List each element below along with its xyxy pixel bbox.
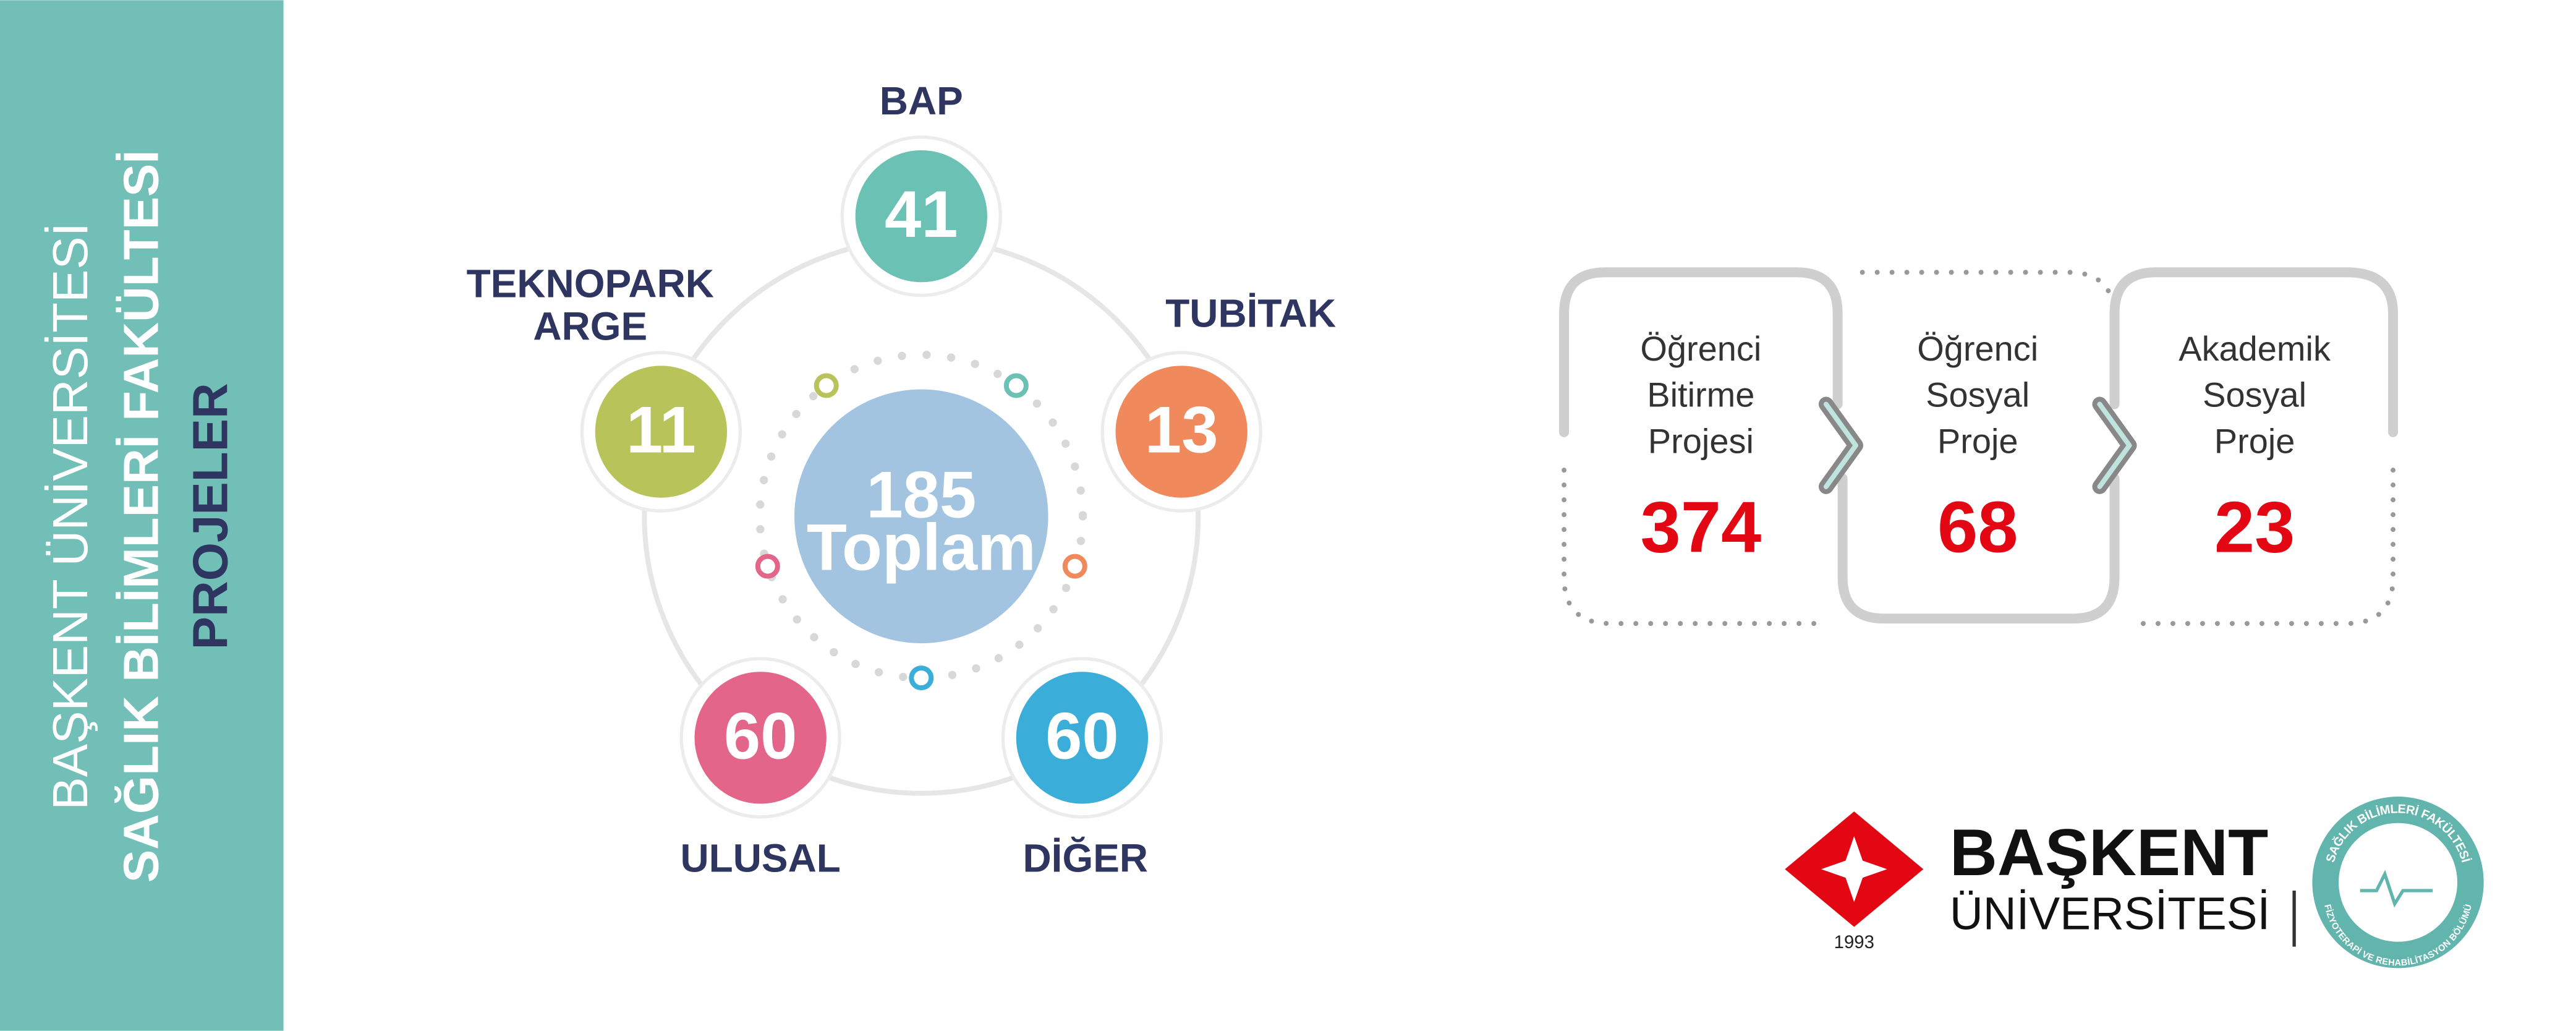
- accent-dot: [814, 373, 839, 398]
- dotted-ring: [755, 350, 1087, 682]
- node-value: 13: [1145, 393, 1218, 467]
- node-label: DİĞER: [1022, 836, 1148, 881]
- accent-dot: [1062, 554, 1087, 579]
- logo-star: [1821, 836, 1887, 902]
- panel-label: Bitirme: [1647, 375, 1754, 414]
- badge-icon: [2360, 870, 2433, 908]
- accent-dot: [1003, 373, 1029, 398]
- node-label: BAP: [880, 79, 963, 123]
- node-value: 60: [724, 698, 797, 772]
- sidebar-line: SAĞLIK BİLİMLERİ FAKÜLTESİ: [114, 150, 169, 883]
- total-circle: [794, 389, 1048, 644]
- node-value: 11: [626, 393, 696, 467]
- panel-label: Projesi: [1648, 421, 1754, 460]
- node-circle: [855, 150, 987, 283]
- panels: [1559, 267, 2399, 627]
- logo-name: BAŞKENT: [1950, 815, 2268, 889]
- total-label: Toplam: [807, 510, 1036, 584]
- node-circle: [1016, 672, 1149, 804]
- node-value: 60: [1045, 698, 1119, 772]
- sidebar-line: BAŞKENT ÜNİVERSİTESİ: [43, 223, 98, 810]
- sidebar-line: PROJELER: [183, 383, 238, 649]
- node-circle: [694, 672, 827, 804]
- logo-year: 1993: [1834, 932, 1874, 952]
- panel-value: 68: [1937, 486, 2018, 567]
- logo: 1993 BAŞKENT ÜNİVERSİTESİ SAĞLIK BİLİMLE…: [1785, 797, 2484, 969]
- panel-label: Proje: [1937, 421, 2018, 460]
- panel-label: Proje: [2214, 421, 2295, 460]
- badge-inner: [2339, 823, 2458, 942]
- panel-value: 23: [2214, 486, 2295, 567]
- node-label: ULUSAL: [680, 836, 840, 881]
- node-circle: [595, 366, 728, 498]
- panel-label: Öğrenci: [1640, 329, 1761, 368]
- accent-dot: [909, 665, 934, 691]
- node-label: TEKNOPARK: [467, 261, 714, 306]
- panel-label: Sosyal: [2203, 375, 2306, 414]
- node-label: ARGE: [533, 304, 647, 349]
- accent-dot: [755, 554, 780, 579]
- logo-subtitle: ÜNİVERSİTESİ: [1950, 887, 2270, 939]
- sidebar: [0, 0, 284, 1031]
- sidebar-text: BAŞKENT ÜNİVERSİTESİ SAĞLIK BİLİMLERİ FA…: [43, 150, 238, 883]
- panel-texts: Öğrenci Bitirme Projesi 374 Öğrenci Sosyal Pro…: [1640, 329, 2331, 567]
- panel-label: Akademik: [2179, 329, 2331, 368]
- total-value: 185: [866, 457, 976, 531]
- panel-label: Öğrenci: [1917, 329, 2038, 368]
- panel-label: Sosyal: [1926, 375, 2030, 414]
- node-label: TUBİTAK: [1165, 291, 1336, 335]
- panel-value: 374: [1640, 486, 1761, 567]
- node-circle: [1115, 366, 1248, 498]
- node-value: 41: [885, 177, 958, 251]
